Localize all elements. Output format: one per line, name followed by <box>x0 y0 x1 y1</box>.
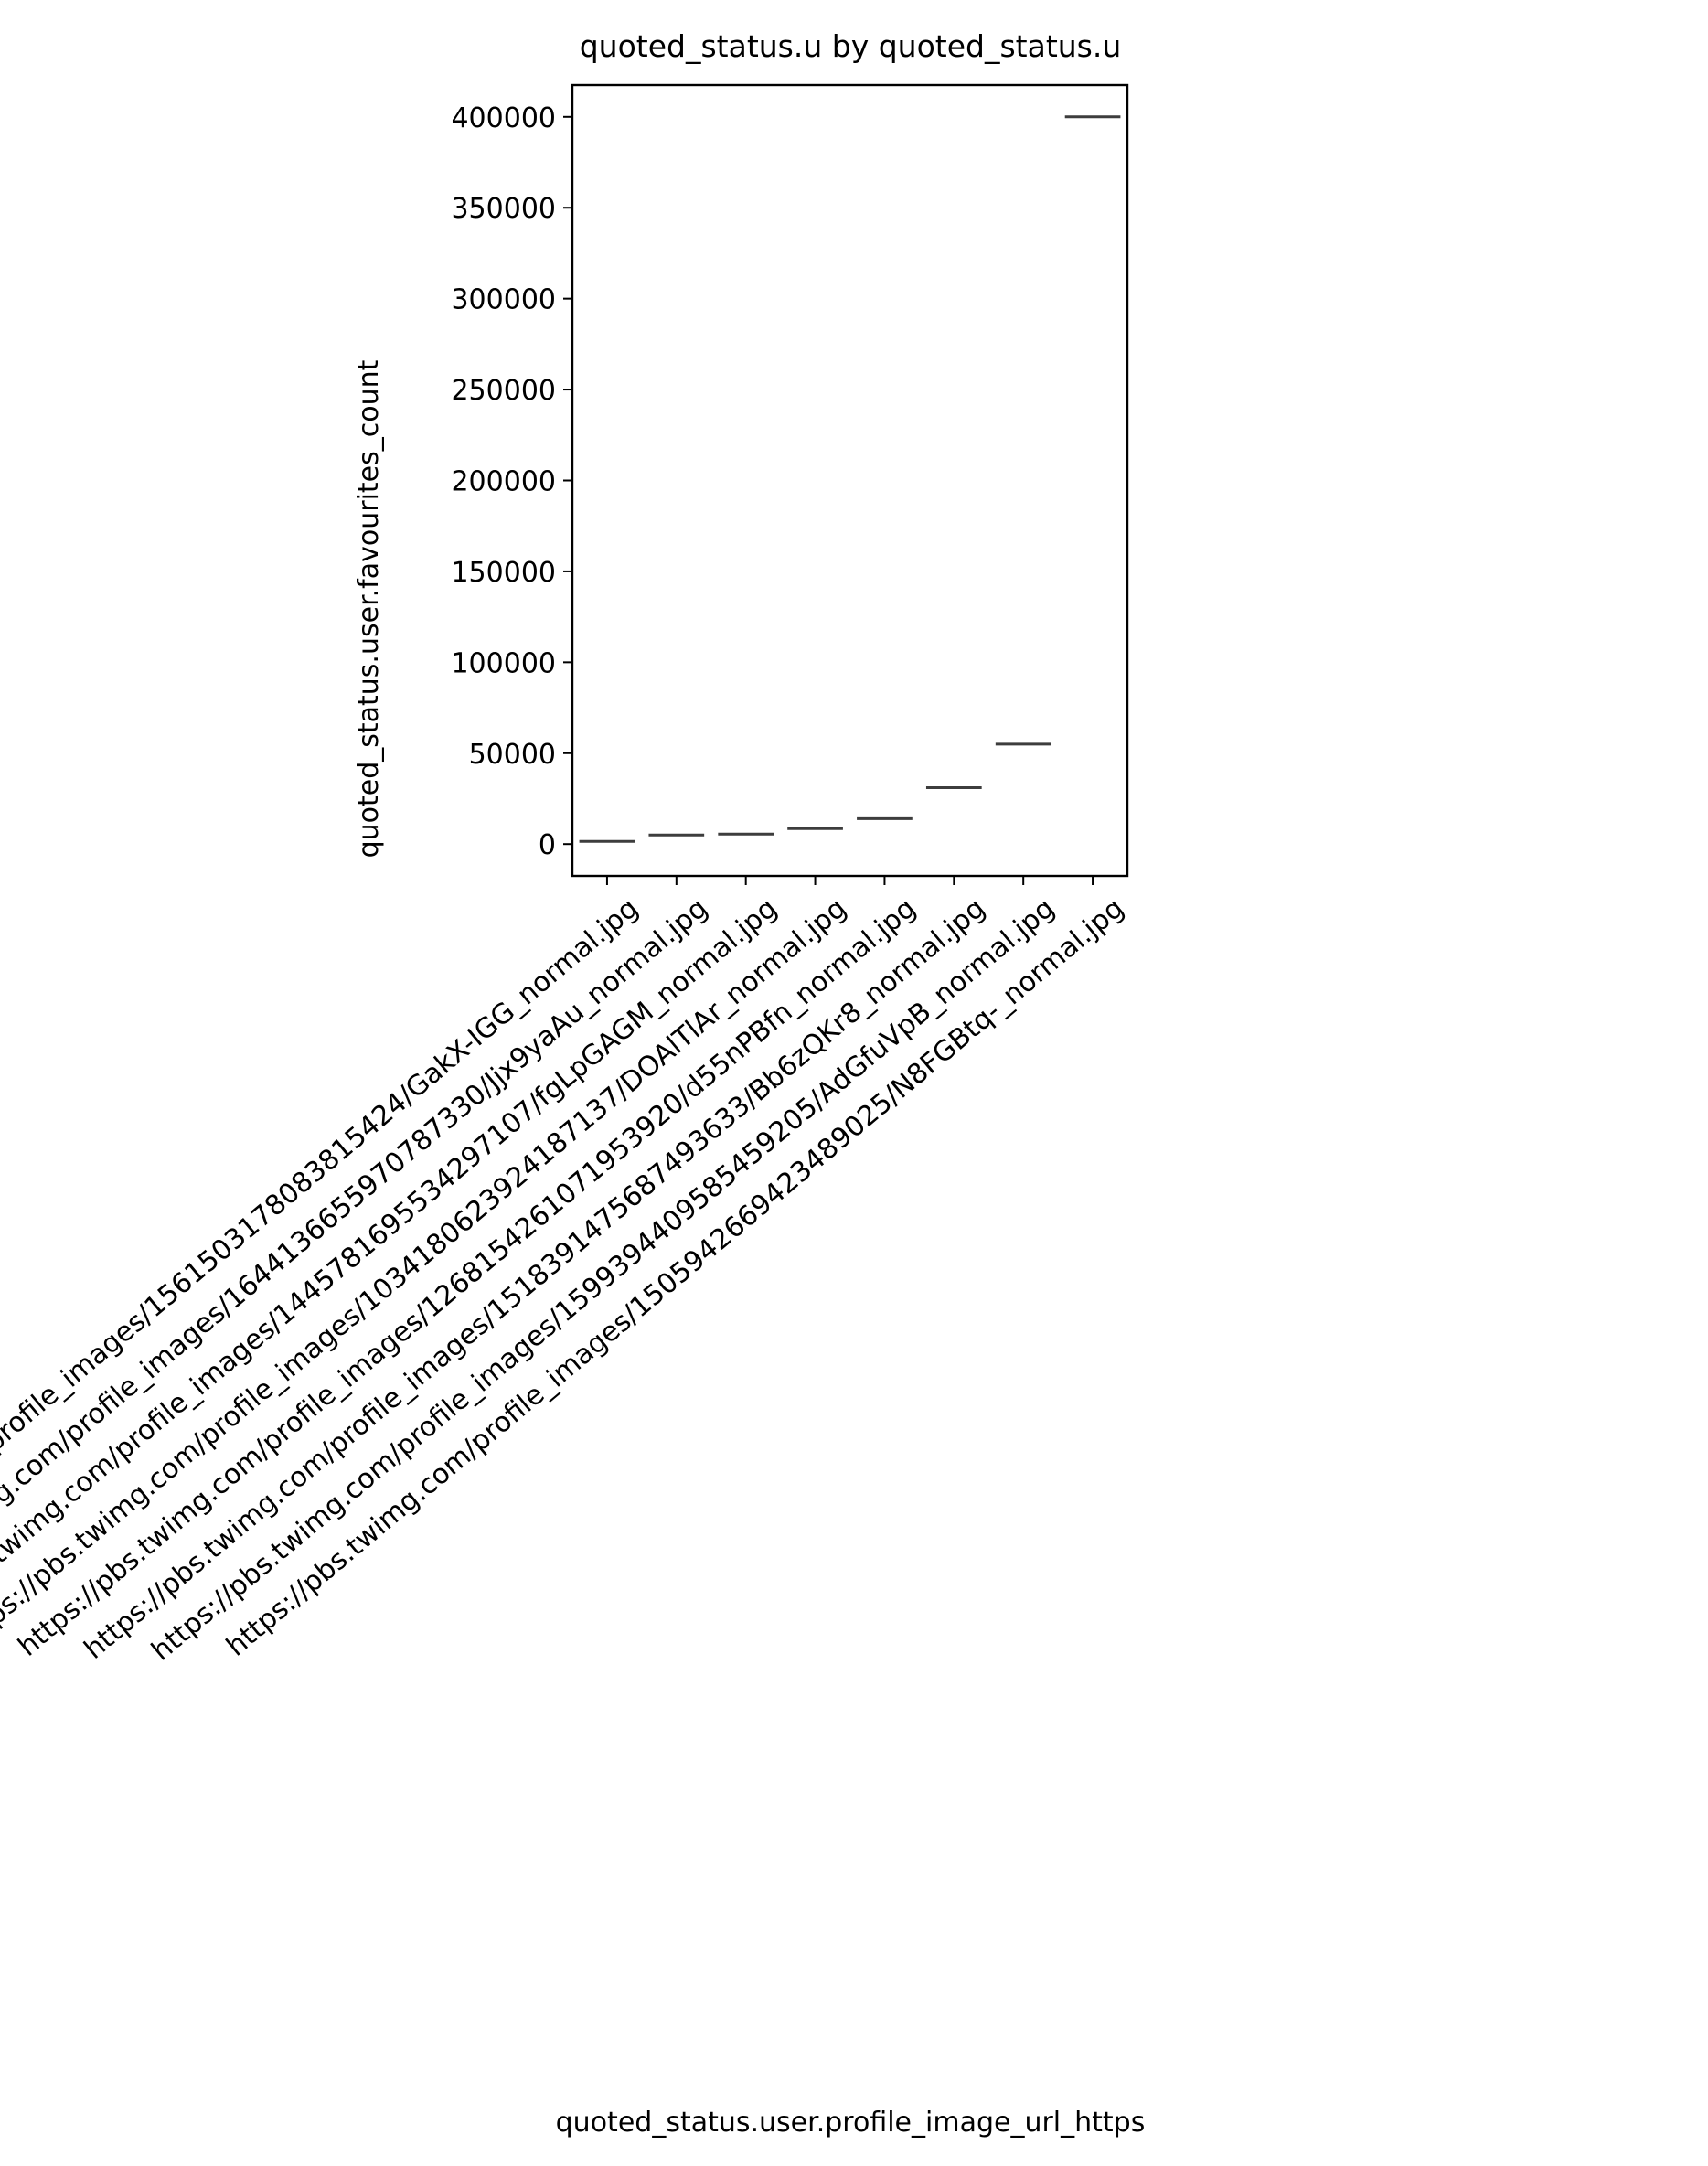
y-tick-label: 200000 <box>451 466 556 498</box>
y-tick-label: 100000 <box>451 647 556 679</box>
y-tick-label: 0 <box>539 829 556 861</box>
x-tick-label: https://pbs.twimg.com/profile_images/126… <box>12 892 922 1663</box>
y-axis-label: quoted_status.user.favourites_count <box>353 359 385 858</box>
y-tick-label: 250000 <box>451 375 556 407</box>
x-axis-ticks: https://pbs.twimg.com/profile_images/156… <box>0 876 1130 1670</box>
y-axis-ticks: 0 50000 100000 150000 200000 250000 300000 3500… <box>451 102 572 861</box>
y-tick-label: 50000 <box>469 739 556 771</box>
y-tick-label: 400000 <box>451 102 556 134</box>
y-tick-label: 350000 <box>451 193 556 225</box>
chart-title: quoted_status.u by quoted_status.u <box>580 28 1122 64</box>
x-axis-label: quoted_status.user.profile_image_url_htt… <box>556 2107 1146 2139</box>
box-marks <box>579 115 1121 843</box>
y-tick-label: 150000 <box>451 557 556 589</box>
y-tick-label: 300000 <box>451 284 556 316</box>
x-tick-label: https://pbs.twimg.com/profile_images/150… <box>220 892 1130 1663</box>
plot-frame <box>571 83 1129 878</box>
